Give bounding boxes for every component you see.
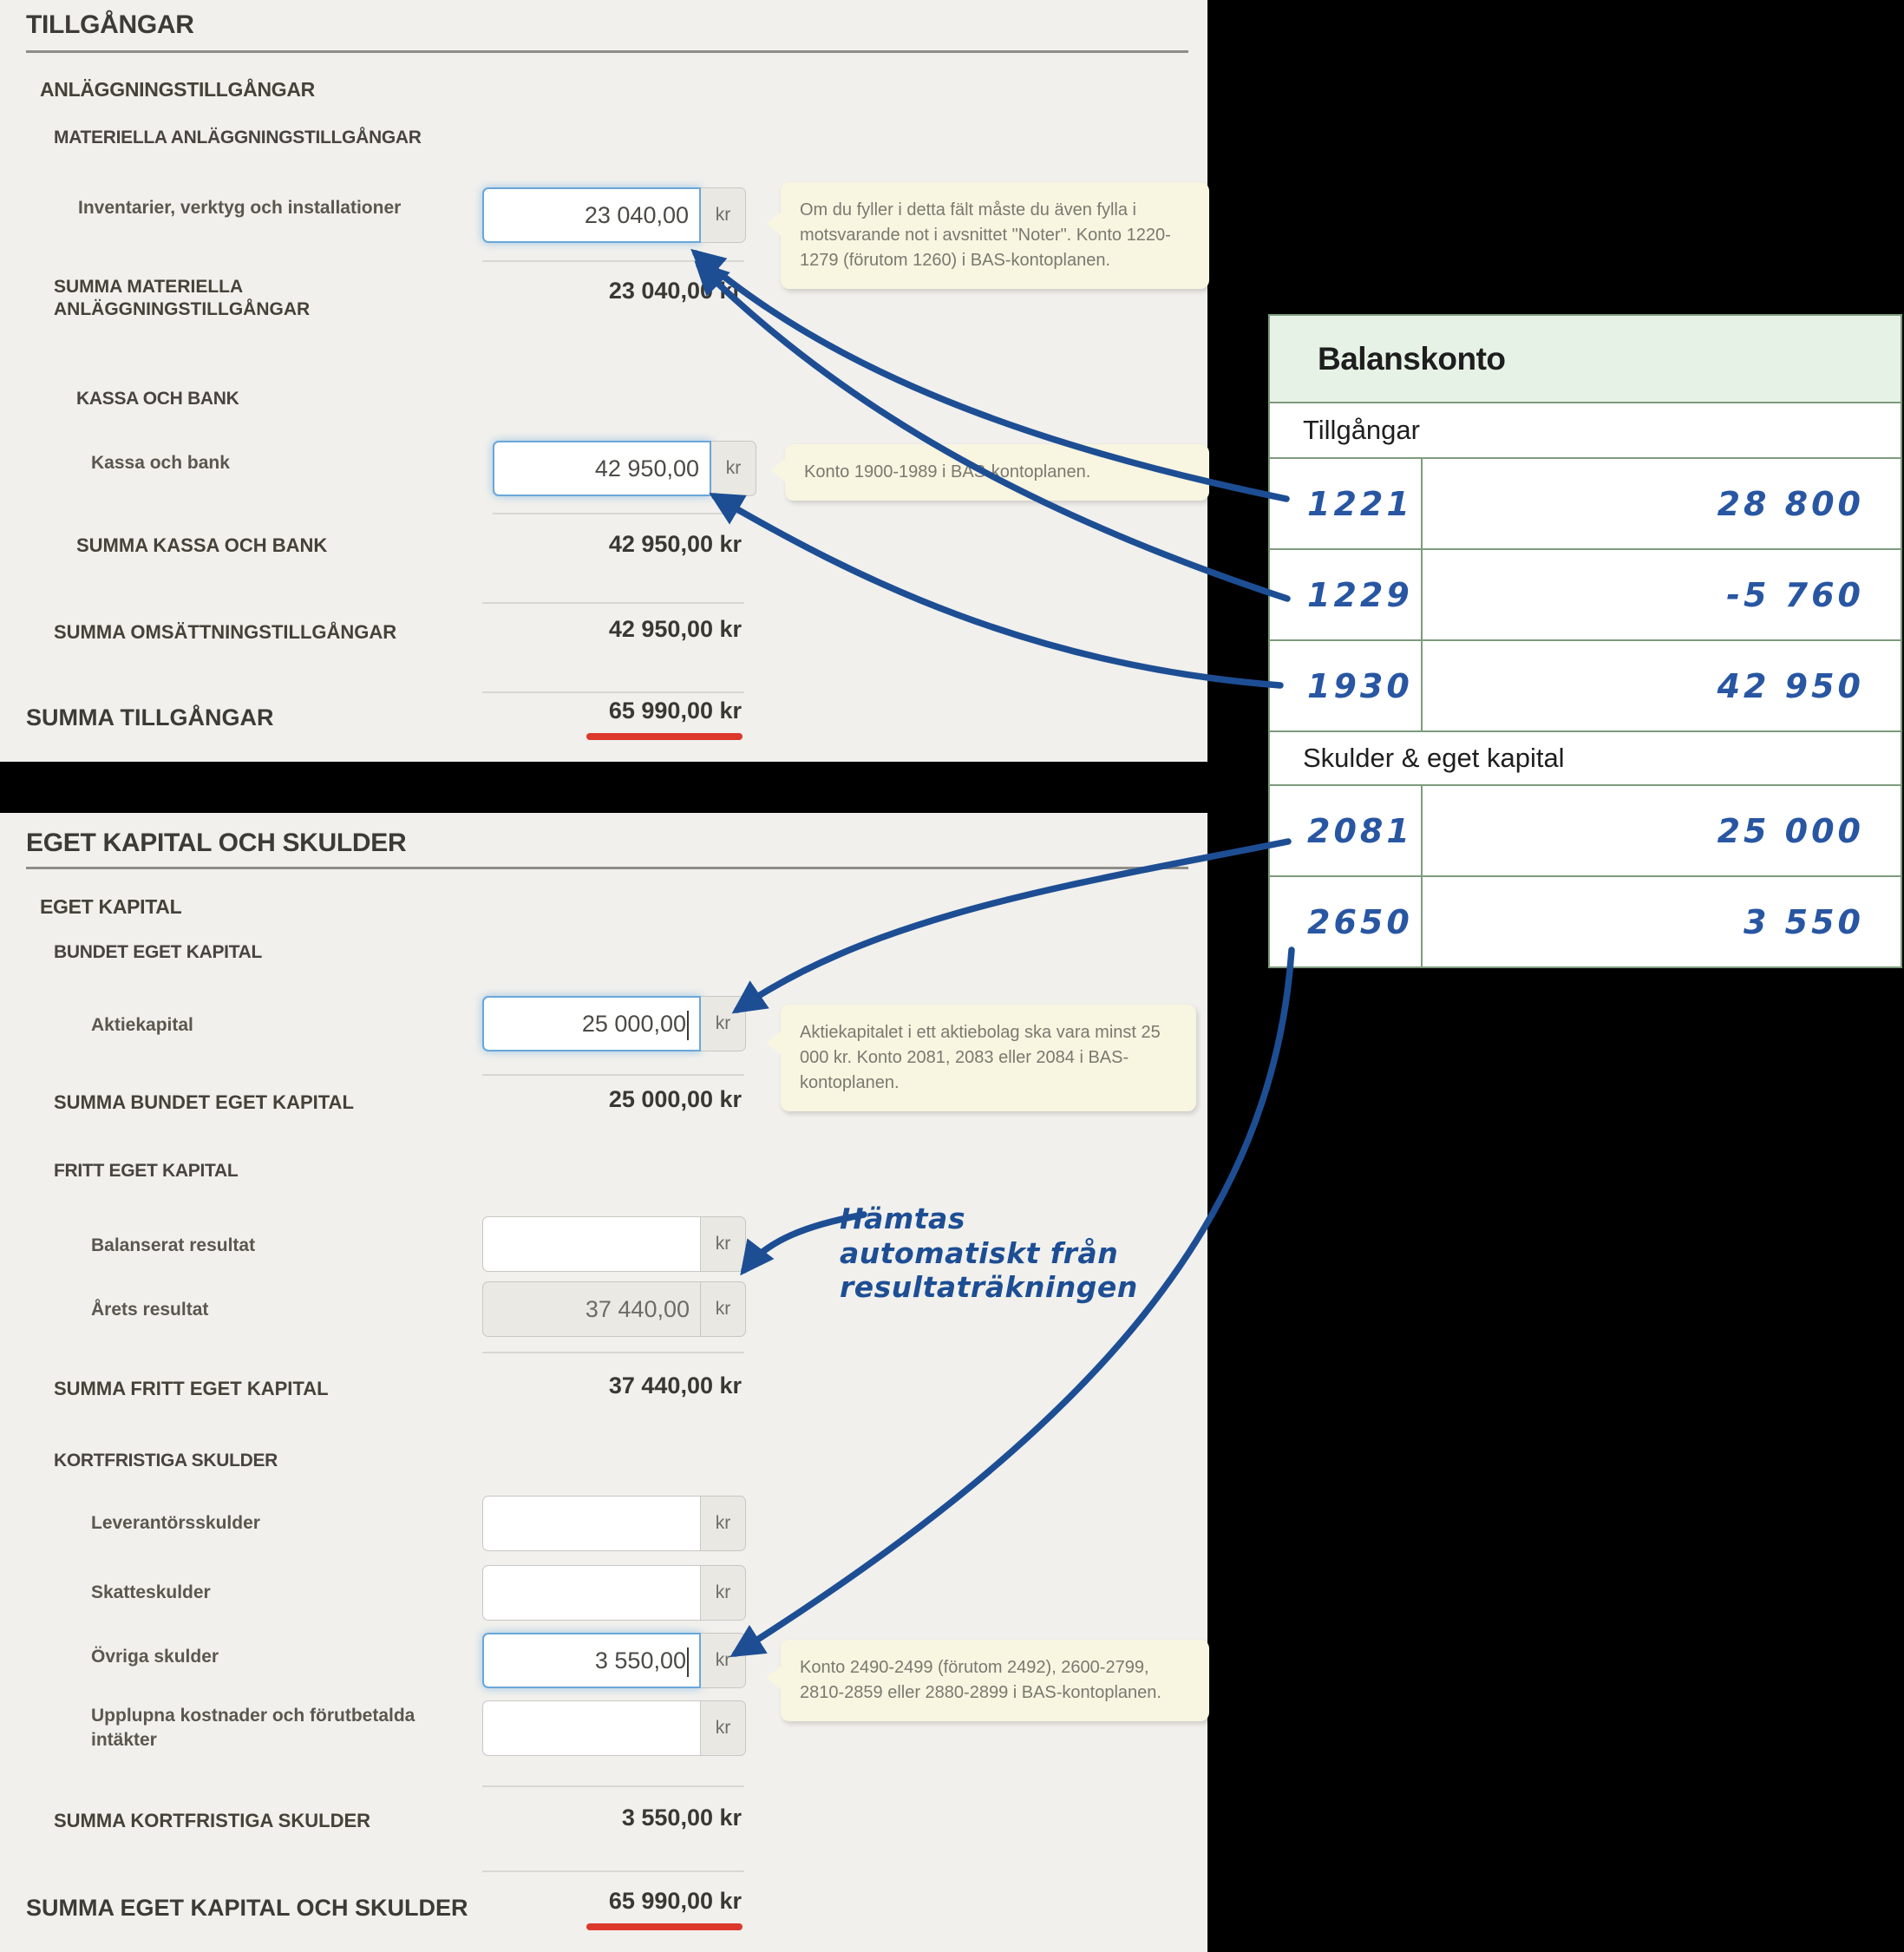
summa-omsattning-label: SUMMA OMSÄTTNINGSTILLGÅNGAR [54,621,397,643]
text-cursor [687,1647,689,1677]
balanskonto-table: Balanskonto Tillgångar 1221 28 800 1229 … [1268,314,1902,968]
ovriga-skulder-input-group: 3 550,00 kr [482,1633,746,1688]
arets-resultat-label: Årets resultat [91,1300,209,1320]
account-amount: 3 550 [1744,902,1864,941]
ovriga-skulder-unit: kr [701,1633,746,1688]
section-eget-kapital: EGET KAPITAL [40,895,182,918]
account-number: 1229 [1270,550,1423,639]
summa-kassa-value: 42 950,00 kr [608,531,742,557]
inventarier-unit: kr [701,187,746,243]
table-row: 1930 42 950 [1270,641,1901,732]
skatteskulder-input-group: kr [482,1565,746,1621]
leverantorsskulder-unit: kr [701,1496,746,1551]
handwritten-annotation: Hämtas automatiskt från resultaträkninge… [840,1202,1138,1305]
inventarier-input-group: 23 040,00 kr [482,187,746,243]
inventarier-tooltip: Om du fyller i detta fält måste du även … [766,182,1209,289]
inventarier-input[interactable]: 23 040,00 [482,187,701,243]
aktiekapital-tooltip: Aktiekapitalet i ett aktiebolag ska vara… [766,1005,1196,1111]
kassa-label: Kassa och bank [91,453,230,473]
summa-tillgangar-highlight [586,733,743,740]
section-anlaggningstillgangar: ANLÄGGNINGSTILLGÅNGAR [40,78,315,101]
assets-title-rule [26,50,1188,53]
aktiekapital-unit: kr [701,996,746,1051]
kassa-tooltip: Konto 1900-1989 i BAS-kontoplanen. [770,444,1209,501]
skatteskulder-label: Skatteskulder [91,1582,211,1602]
divider [482,1785,744,1787]
summa-materiella-label: SUMMA MATERIELLA ANLÄGGNINGSTILLGÅNGAR [54,277,311,320]
divider [482,602,744,604]
aktiekapital-label: Aktiekapital [91,1015,193,1035]
table-row: 1221 28 800 [1270,459,1901,550]
kassa-unit: kr [711,441,756,496]
summa-tillgangar-label: SUMMA TILLGÅNGAR [26,704,274,730]
upplupna-unit: kr [701,1700,746,1756]
summa-kortfristiga-value: 3 550,00 kr [621,1805,742,1831]
summa-total-highlight [586,1923,743,1930]
leverantorsskulder-input[interactable] [482,1496,701,1551]
account-number: 2081 [1270,786,1423,875]
divider [482,691,744,693]
section-kortfristiga-skulder: KORTFRISTIGA SKULDER [54,1451,278,1471]
divider [482,260,744,262]
summa-fritt-label: SUMMA FRITT EGET KAPITAL [54,1378,329,1399]
summa-kassa-label: SUMMA KASSA OCH BANK [76,534,328,556]
section-kassa-och-bank: KASSA OCH BANK [76,389,239,409]
account-amount: 42 950 [1717,666,1864,705]
table-row: 1229 -5 760 [1270,550,1901,641]
divider [493,513,749,514]
balanskonto-section-skulder: Skulder & eget kapital [1270,730,1901,786]
divider [482,1870,744,1872]
leverantorsskulder-label: Leverantörsskulder [91,1513,260,1533]
equity-title-rule [26,867,1188,869]
account-number: 1221 [1270,459,1423,548]
arets-resultat-unit: kr [701,1281,746,1337]
summa-bundet-label: SUMMA BUNDET EGET KAPITAL [54,1091,354,1113]
skatteskulder-input[interactable] [482,1565,701,1621]
balanserat-label: Balanserat resultat [91,1235,256,1255]
equity-title: EGET KAPITAL OCH SKULDER [26,829,407,857]
balanserat-unit: kr [701,1216,746,1272]
section-materiella: MATERIELLA ANLÄGGNINGSTILLGÅNGAR [54,128,422,147]
arets-resultat-input: 37 440,00 [482,1281,701,1337]
account-amount: 25 000 [1717,811,1864,850]
upplupna-label: Upplupna kostnader och förutbetalda intä… [91,1706,415,1751]
ovriga-skulder-label: Övriga skulder [91,1647,219,1667]
balanskonto-section-tillgangar: Tillgångar [1270,403,1901,459]
table-row: 2081 25 000 [1270,786,1901,877]
account-amount: 28 800 [1717,484,1864,523]
divider [482,1074,744,1076]
balanserat-input[interactable] [482,1216,701,1272]
arets-resultat-input-group: 37 440,00 kr [482,1281,746,1337]
upplupna-input[interactable] [482,1700,701,1756]
balanserat-input-group: kr [482,1216,746,1272]
summa-tillgangar-value: 65 990,00 kr [608,698,742,724]
summa-total-value: 65 990,00 kr [608,1888,742,1914]
section-bundet-eget-kapital: BUNDET EGET KAPITAL [54,942,263,962]
kassa-input-group: 42 950,00 kr [493,441,756,496]
summa-materiella-value: 23 040,00 kr [608,278,742,304]
summa-total-label: SUMMA EGET KAPITAL OCH SKULDER [26,1895,468,1921]
ovriga-skulder-tooltip: Konto 2490-2499 (förutom 2492), 2600-279… [766,1640,1209,1721]
account-amount: -5 760 [1726,575,1864,614]
inventarier-label: Inventarier, verktyg och installationer [78,198,402,218]
text-cursor [687,1010,689,1040]
account-number: 2650 [1270,877,1423,966]
summa-omsattning-value: 42 950,00 kr [608,616,742,642]
upplupna-input-group: kr [482,1700,746,1756]
divider [482,1352,744,1353]
aktiekapital-input[interactable]: 25 000,00 [482,996,701,1051]
kassa-input[interactable]: 42 950,00 [493,441,711,496]
summa-kortfristiga-label: SUMMA KORTFRISTIGA SKULDER [54,1810,371,1831]
table-row: 2650 3 550 [1270,877,1901,966]
assets-title: TILLGÅNGAR [26,10,194,39]
leverantorsskulder-input-group: kr [482,1496,746,1551]
skatteskulder-unit: kr [701,1565,746,1621]
account-number: 1930 [1270,641,1423,730]
summa-bundet-value: 25 000,00 kr [608,1086,742,1112]
section-fritt-eget-kapital: FRITT EGET KAPITAL [54,1161,239,1181]
aktiekapital-input-group: 25 000,00 kr [482,996,746,1051]
ovriga-skulder-input[interactable]: 3 550,00 [482,1633,701,1688]
summa-fritt-value: 37 440,00 kr [608,1372,742,1398]
balanskonto-title: Balanskonto [1270,316,1901,403]
